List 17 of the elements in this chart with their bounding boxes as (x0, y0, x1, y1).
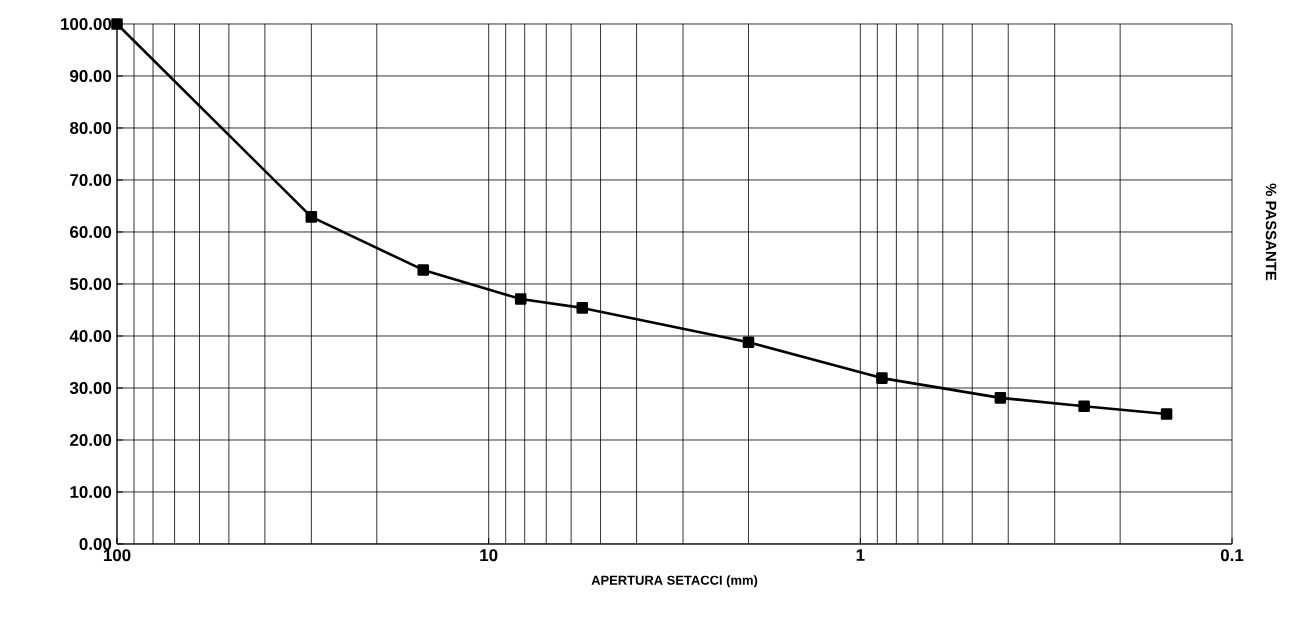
y-tick-label: 50.00 (69, 277, 112, 290)
y-tick-label: 0.00 (79, 537, 112, 550)
y-tick-label: 90.00 (70, 69, 112, 82)
y-tick-label: 60.00 (70, 225, 112, 238)
x-tick-label: 0.1 (1220, 549, 1244, 562)
x-tick-label: 10 (480, 549, 498, 562)
x-axis-title: APERTURA SETACCI (mm) (591, 575, 758, 588)
y-tick-label: 70.00 (70, 173, 112, 186)
y-tick-label: 80.00 (69, 121, 112, 134)
y-tick-label: 30.00 (69, 381, 112, 394)
y-tick-label: 100.00 (61, 17, 112, 30)
y-tick-label: 40.00 (69, 329, 112, 342)
y-tick-label: 20.00 (70, 433, 112, 446)
x-tick-label: 100 (103, 549, 131, 562)
x-tick-label: 1 (856, 549, 865, 561)
y-tick-label: 10.00 (70, 485, 112, 498)
y-axis-title: % PASSANTE (1265, 183, 1277, 281)
